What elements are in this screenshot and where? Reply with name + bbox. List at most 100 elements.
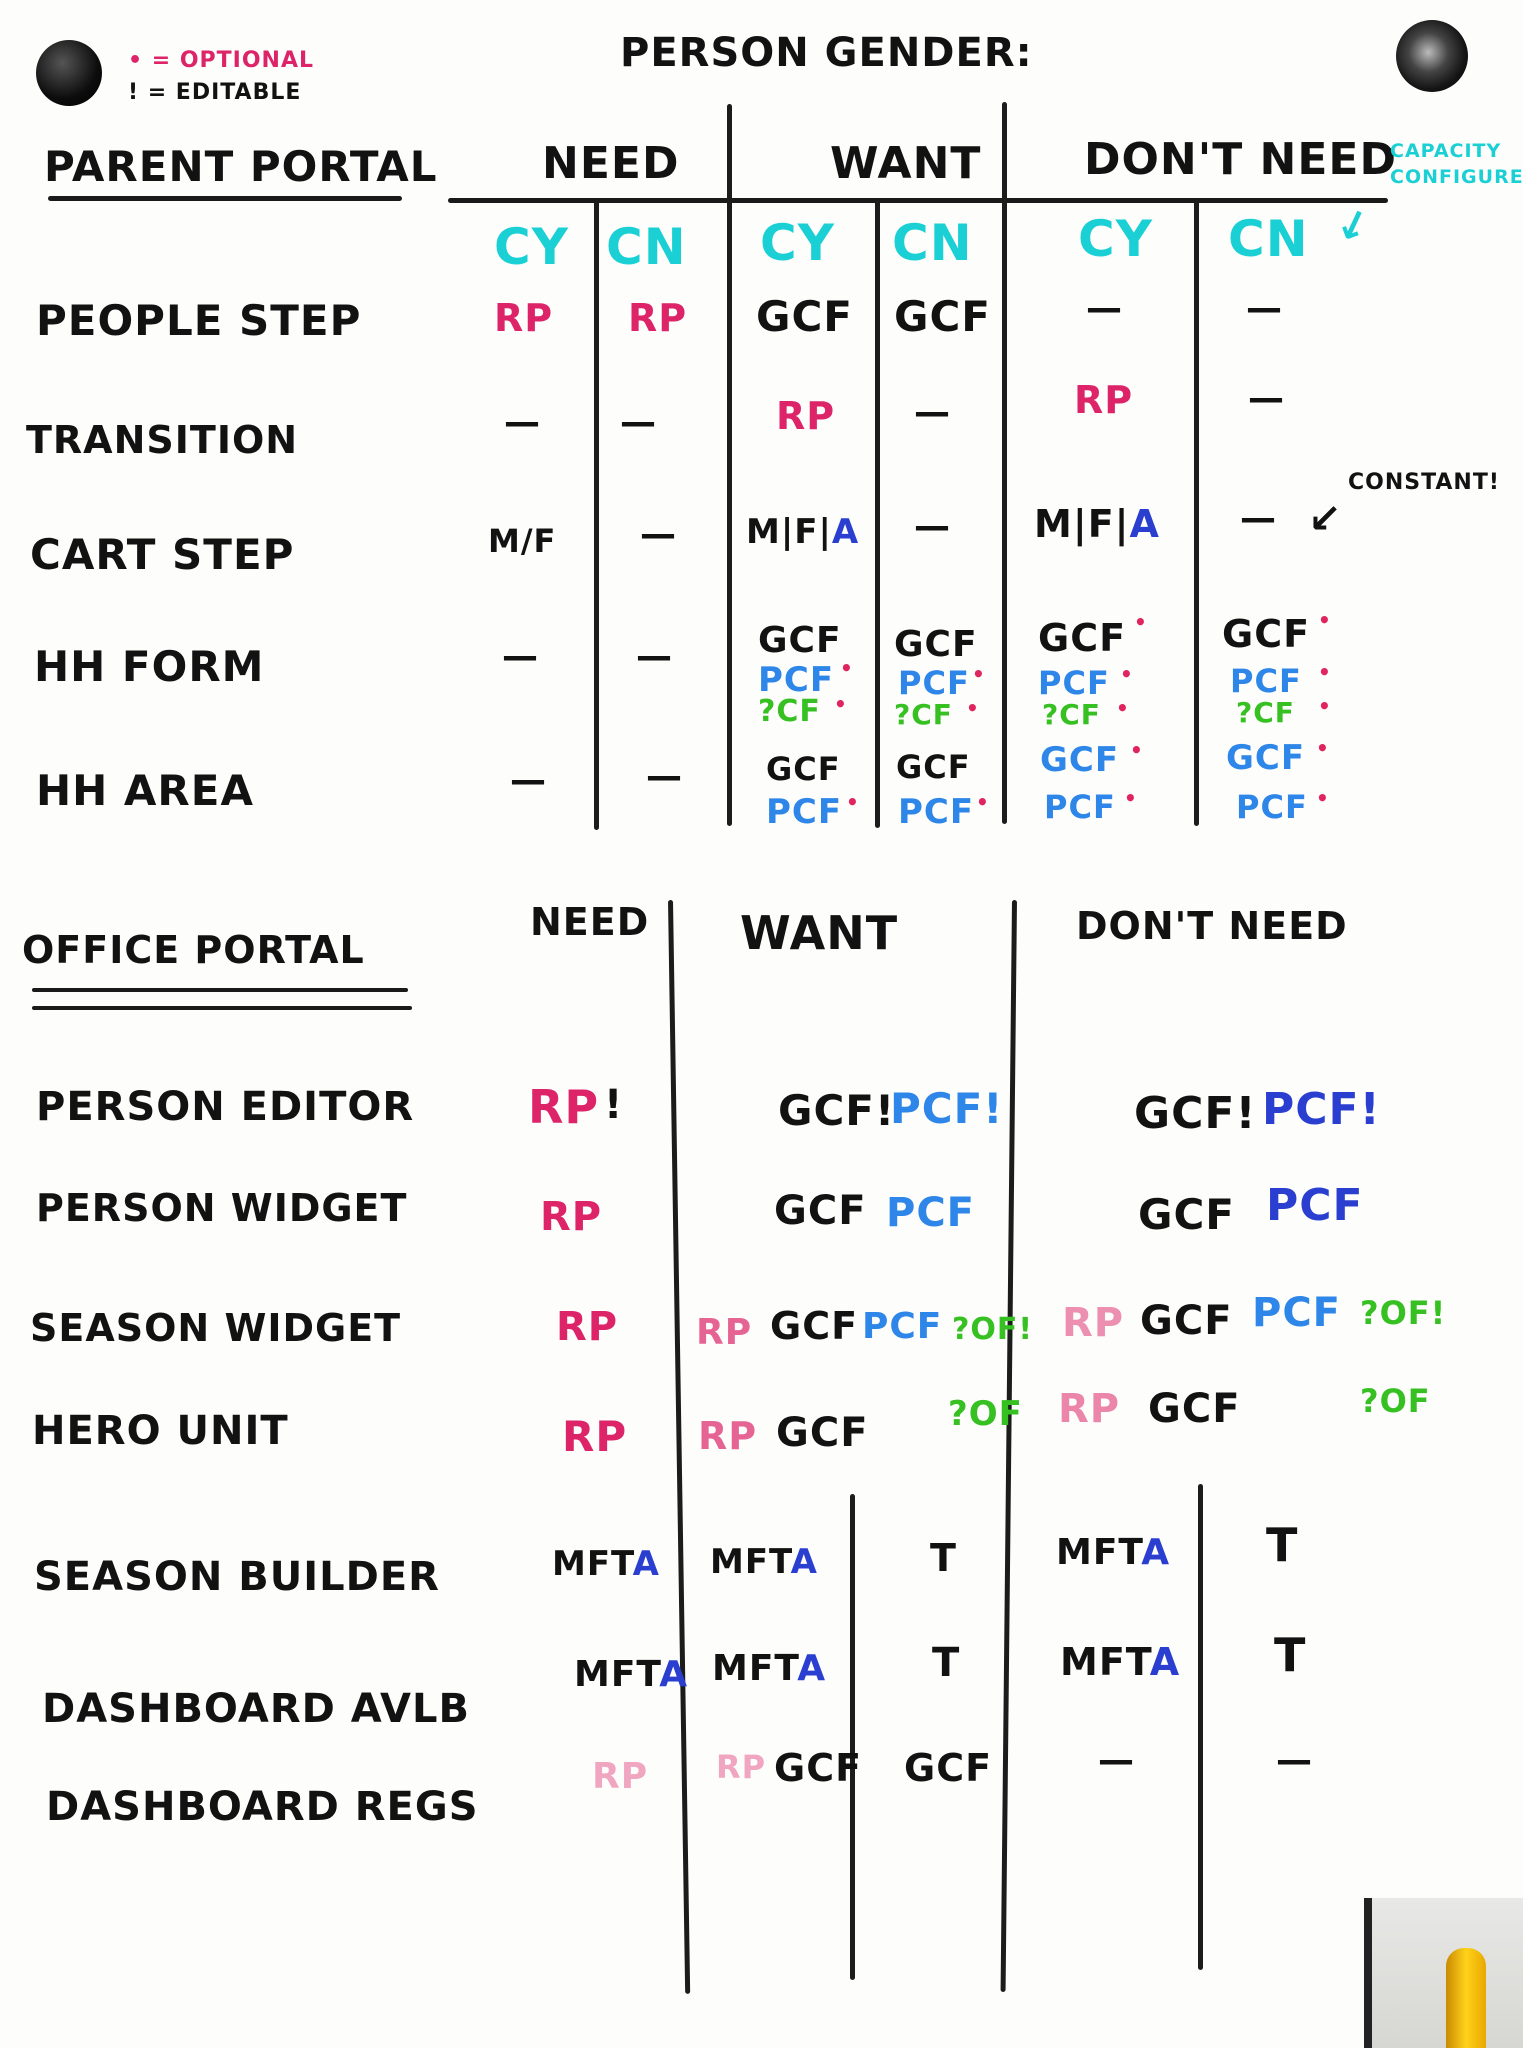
cell-hharea-dont-cn-gcf-dot: • <box>1316 736 1330 760</box>
office-divider-want-split <box>850 1494 855 1980</box>
cart-want-mf: M|F| <box>746 512 832 552</box>
cell-transition-want-cn: — <box>914 392 951 433</box>
office-editor-need-bang: ! <box>604 1082 624 1128</box>
cell-hharea-want-cy-pcf: PCF <box>766 792 843 832</box>
subcol-dont-cy: CY <box>1078 210 1153 268</box>
parent-group-dont-need: DON'T NEED <box>1084 134 1398 185</box>
office-group-want: WANT <box>740 906 899 960</box>
cell-hhform-dont-cy-pcf-dot: • <box>1120 662 1134 686</box>
office-label-dashboard-regs: DASHBOARD REGS <box>46 1784 479 1830</box>
office-editor-want-pcf: PCF! <box>890 1084 1004 1133</box>
cell-transition-dont-cn: — <box>1248 378 1285 419</box>
office-builder-dont-a: A <box>1141 1532 1171 1573</box>
office-hero-dont-gcf: GCF <box>1148 1386 1241 1432</box>
office-swidget-dont-pcf: PCF <box>1252 1290 1341 1336</box>
cell-cart-need-cy: M/F <box>488 522 557 560</box>
office-builder-dont: MFTA <box>1056 1532 1170 1573</box>
capacity-note: CAPACITY CONFIGURED <box>1390 140 1523 188</box>
cell-cart-dont-cy: M|F|A <box>1034 502 1160 546</box>
parent-divider-need-cy-cn <box>594 200 599 830</box>
office-regs-want-gcf: GCF <box>774 1746 863 1790</box>
office-hero-dont-rp: RP <box>1058 1386 1121 1432</box>
cart-want-a: A <box>831 512 860 552</box>
office-swidget-want-pcf: PCF <box>862 1306 943 1347</box>
cell-transition-need-cn: — <box>620 402 657 443</box>
office-label-season-builder: SEASON BUILDER <box>34 1554 440 1600</box>
cell-hhform-dont-cy-gcf: GCF <box>1038 616 1127 660</box>
office-avlb-want: MFTA <box>712 1648 826 1689</box>
office-hero-want-rp: RP <box>698 1414 758 1458</box>
cell-hhform-dont-cy-pcf: PCF <box>1038 664 1110 702</box>
office-builder-dont-t: T <box>1266 1518 1299 1572</box>
parent-header-rule <box>448 198 1388 203</box>
cell-hhform-need-cn: — <box>636 636 673 677</box>
office-divider-need-want <box>668 899 691 1994</box>
cell-hharea-want-cy-pcf-dot: • <box>846 790 860 814</box>
cell-hhform-want-cn-gcf: GCF <box>894 624 978 665</box>
office-avlb-need-a: A <box>659 1654 689 1695</box>
cell-hhform-want-cy-qcf: ?CF <box>758 694 821 729</box>
office-pwidget-want-gcf: GCF <box>774 1188 867 1234</box>
cell-hhform-dont-cy-qcf: ?CF <box>1042 698 1101 731</box>
office-portal-title: OFFICE PORTAL <box>22 928 365 972</box>
office-avlb-want-t: T <box>932 1640 961 1686</box>
cell-people-dont-cy: — <box>1086 288 1123 329</box>
cell-hhform-dont-cn-gcf: GCF <box>1222 612 1311 656</box>
office-hero-dont-qof: ?OF <box>1360 1382 1431 1420</box>
parent-title-underline <box>48 196 402 201</box>
cell-hhform-want-cn-pcf-dot: • <box>972 662 986 686</box>
parent-group-need: NEED <box>542 138 680 189</box>
cell-hharea-want-cn-pcf-dot: • <box>976 790 990 814</box>
marker-cap <box>1446 1948 1486 2048</box>
office-swidget-need-rp: RP <box>556 1304 619 1350</box>
cart-dont-a: A <box>1129 502 1160 546</box>
cell-hhform-want-cn-qcf: ?CF <box>894 698 953 731</box>
office-builder-need-a: A <box>632 1544 660 1584</box>
office-pwidget-need-rp: RP <box>540 1194 603 1240</box>
office-builder-need: MFTA <box>552 1544 660 1584</box>
cell-cart-dont-cn: — <box>1240 498 1277 539</box>
office-builder-want-mft: MFT <box>710 1542 791 1582</box>
parent-portal-title: PARENT PORTAL <box>44 142 438 191</box>
row-label-transition: TRANSITION <box>26 418 299 462</box>
office-hero-want-gcf: GCF <box>776 1410 869 1456</box>
office-label-season-widget: SEASON WIDGET <box>30 1306 402 1350</box>
office-divider-want-dont <box>1000 899 1017 1992</box>
cell-people-want-cn: GCF <box>894 292 991 341</box>
cell-hhform-want-cn-qcf-dot: • <box>966 696 980 720</box>
office-avlb-want-a: A <box>797 1648 827 1689</box>
office-avlb-dont: MFTA <box>1060 1640 1180 1684</box>
cell-cart-want-cy: M|F|A <box>746 512 859 552</box>
cell-hhform-want-cy-pcf: PCF <box>758 660 835 700</box>
office-regs-need-rp: RP <box>592 1756 649 1797</box>
subcol-want-cy: CY <box>760 214 835 272</box>
cell-hhform-want-cy-qcf-dot: • <box>834 692 848 716</box>
cell-transition-dont-cy: RP <box>1074 378 1134 422</box>
cell-hhform-dont-cn-qcf: ?CF <box>1236 696 1295 729</box>
office-editor-dont-pcf: PCF! <box>1262 1084 1381 1135</box>
office-avlb-need-mft: MFT <box>574 1654 660 1695</box>
cell-people-dont-cn: — <box>1246 288 1283 329</box>
office-title-underline-2 <box>32 1006 412 1010</box>
legend-editable: ! = EDITABLE <box>128 80 302 105</box>
marker-tray <box>1364 1898 1523 2048</box>
row-label-cart-step: CART STEP <box>30 530 295 579</box>
office-builder-want-t: T <box>930 1536 957 1580</box>
office-regs-dont-dash: — <box>1098 1740 1135 1781</box>
office-swidget-want-gcf: GCF <box>770 1304 859 1348</box>
cell-hhform-dont-cy-gcf-dot: • <box>1134 610 1148 634</box>
cell-hharea-dont-cn-gcf: GCF <box>1226 738 1306 778</box>
board-title: PERSON GENDER: <box>620 30 1033 76</box>
office-builder-dont-mft: MFT <box>1056 1532 1142 1573</box>
row-label-people-step: PEOPLE STEP <box>36 296 362 345</box>
office-group-need: NEED <box>530 900 650 944</box>
office-pwidget-want-pcf: PCF <box>886 1190 975 1236</box>
parent-divider-want-cy-cn <box>875 200 880 828</box>
capacity-arrow-icon: ↙ <box>1330 198 1379 254</box>
cell-hhform-want-cy-pcf-dot: • <box>840 656 854 680</box>
row-label-hh-area: HH AREA <box>36 766 254 815</box>
parent-divider-dont-cy-cn <box>1194 200 1199 826</box>
office-swidget-dont-qof: ?OF! <box>1360 1294 1447 1332</box>
cell-hharea-want-cn-pcf: PCF <box>898 792 975 832</box>
office-label-hero-unit: HERO UNIT <box>32 1408 289 1454</box>
